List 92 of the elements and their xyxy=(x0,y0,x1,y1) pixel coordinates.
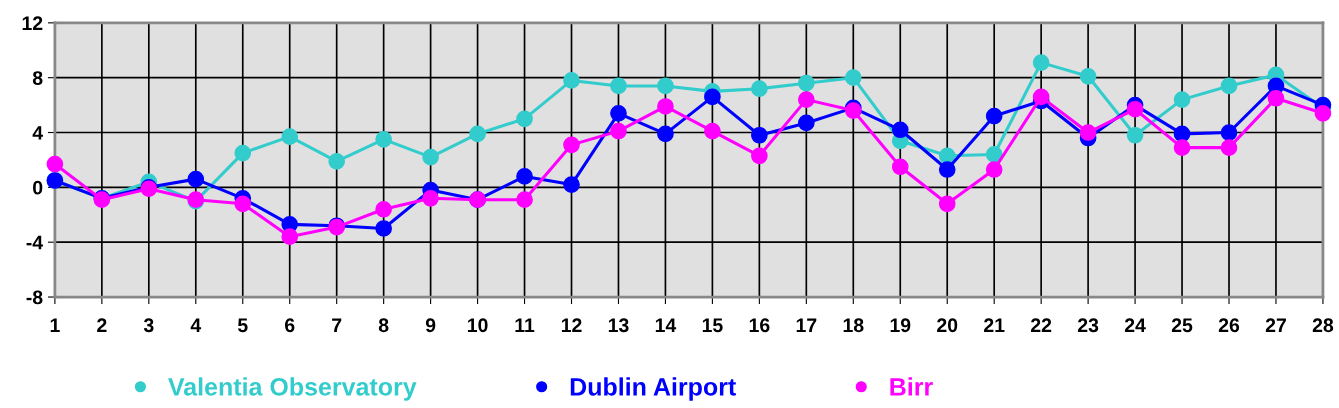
point xyxy=(797,114,815,132)
point xyxy=(985,161,1003,178)
x-tick-label: 26 xyxy=(1218,318,1240,333)
point xyxy=(187,170,205,188)
point xyxy=(1032,54,1050,71)
point xyxy=(1267,89,1285,107)
x-tick-label: 7 xyxy=(332,318,342,332)
point xyxy=(1220,124,1238,141)
point xyxy=(844,69,862,87)
point xyxy=(657,77,674,95)
x-tick-label: 20 xyxy=(937,318,958,333)
legend-label: Dublin Airport xyxy=(570,377,736,401)
x-tick-label: 23 xyxy=(1077,318,1099,333)
point xyxy=(704,88,721,106)
point xyxy=(751,126,768,144)
point xyxy=(797,74,815,92)
point xyxy=(657,125,674,143)
x-tick-label: 12 xyxy=(561,318,582,332)
point xyxy=(985,107,1003,125)
y-tick-label: 4 xyxy=(32,126,43,140)
x-tick-label: 16 xyxy=(749,318,770,333)
point xyxy=(281,128,299,145)
x-tick-label: 14 xyxy=(655,318,677,332)
x-tick-label: 10 xyxy=(467,318,488,333)
point xyxy=(563,136,580,154)
x-tick-label: 27 xyxy=(1265,318,1286,332)
y-tick-label: 8 xyxy=(32,71,43,85)
x-tick-label: 28 xyxy=(1312,318,1334,333)
point xyxy=(1173,139,1191,156)
x-tick-label: 17 xyxy=(796,318,817,332)
legend-label: Birr xyxy=(890,377,933,396)
point xyxy=(422,189,439,207)
x-tick-label: 3 xyxy=(143,318,154,333)
x-tick-label: 15 xyxy=(702,318,723,333)
point xyxy=(469,125,486,143)
point xyxy=(46,155,64,173)
point xyxy=(1126,100,1144,118)
point xyxy=(1173,91,1191,108)
x-tick-label: 11 xyxy=(515,318,535,332)
x-tick-label: 1 xyxy=(50,318,60,332)
x-tick-label: 18 xyxy=(843,318,864,333)
x-tick-label: 5 xyxy=(237,318,248,333)
x-tick-label: 24 xyxy=(1124,318,1146,332)
x-tick-label: 8 xyxy=(378,318,389,333)
x-tick-label: 25 xyxy=(1171,318,1193,333)
point xyxy=(610,77,627,95)
x-tick-label: 19 xyxy=(890,318,911,333)
point xyxy=(281,228,299,246)
x-tick-label: 2 xyxy=(97,318,107,332)
point xyxy=(610,122,627,140)
x-tick-label: 13 xyxy=(608,318,629,333)
point xyxy=(985,146,1003,163)
point xyxy=(422,148,439,166)
point xyxy=(751,147,768,165)
point xyxy=(657,98,674,115)
point xyxy=(1220,139,1238,156)
point xyxy=(891,121,909,139)
point xyxy=(797,91,815,108)
point xyxy=(516,110,533,128)
point xyxy=(610,104,627,122)
point xyxy=(1032,88,1050,106)
legend-label: Valentia Observatory xyxy=(168,377,417,401)
point xyxy=(1079,124,1097,141)
y-tick-label: -8 xyxy=(26,290,43,305)
x-tick-label: 4 xyxy=(190,318,202,332)
y-tick-label: 12 xyxy=(22,16,43,30)
point xyxy=(375,200,392,218)
point xyxy=(375,131,392,148)
point xyxy=(234,195,252,213)
point xyxy=(234,144,252,162)
x-tick-label: 9 xyxy=(425,318,436,333)
point xyxy=(375,220,392,237)
point xyxy=(1220,77,1238,95)
x-tick-label: 6 xyxy=(285,318,295,333)
point xyxy=(563,72,580,89)
point xyxy=(516,191,533,209)
point xyxy=(938,195,956,213)
x-tick-label: 22 xyxy=(1031,318,1052,332)
point xyxy=(1079,67,1097,85)
x-tick-label: 21 xyxy=(984,318,1005,332)
y-tick-label: -4 xyxy=(26,235,43,250)
point xyxy=(891,158,909,176)
point xyxy=(1126,126,1144,144)
y-tick-label: 0 xyxy=(33,180,43,195)
point xyxy=(328,152,346,170)
point xyxy=(1314,104,1332,122)
point xyxy=(516,168,533,185)
point xyxy=(563,176,580,193)
point xyxy=(704,122,721,140)
point xyxy=(1173,125,1191,143)
point xyxy=(938,161,956,178)
point xyxy=(751,80,768,97)
